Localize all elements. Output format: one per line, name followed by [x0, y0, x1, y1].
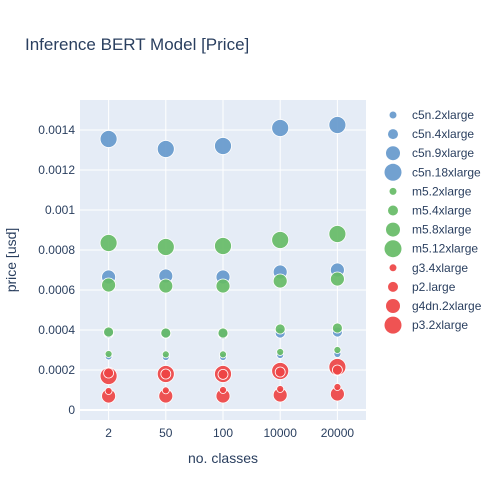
legend-label: g4dn.2xlarge: [412, 299, 482, 313]
legend-marker: [384, 163, 402, 181]
legend-label: m5.8xlarge: [412, 223, 472, 237]
marker-m5.8xlarge: [272, 273, 288, 289]
y-tick-label: 0.0012: [38, 163, 75, 177]
legend-marker: [386, 299, 400, 313]
marker-c5n.18xlarge: [156, 140, 175, 158]
legend-label: m5.12xlarge: [412, 242, 478, 256]
legend-marker: [384, 316, 402, 334]
marker-m5.8xlarge: [158, 278, 174, 294]
marker-m5.12xlarge: [271, 231, 290, 249]
markers: [99, 116, 347, 404]
marker-m5.2xlarge: [161, 350, 170, 359]
x-tick-label: 2: [105, 426, 112, 440]
legend-marker: [389, 111, 397, 119]
y-tick-label: 0.001: [45, 203, 75, 217]
legend-marker: [389, 187, 397, 195]
y-axis-title: price [usd]: [3, 228, 19, 293]
marker-c5n.18xlarge: [328, 116, 347, 134]
x-tick-labels: 2 50 100 10000 20000: [105, 426, 354, 440]
marker-m5.12xlarge: [99, 234, 118, 252]
marker-g3.4xlarge: [333, 383, 342, 391]
legend-marker: [389, 264, 397, 272]
x-tick-label: 50: [159, 426, 173, 440]
marker-m5.2xlarge: [333, 346, 342, 354]
x-tick-label: 20000: [321, 426, 355, 440]
x-axis-title: no. classes: [188, 450, 258, 466]
marker-g3.4xlarge: [104, 387, 113, 395]
legend-label: m5.4xlarge: [412, 204, 472, 218]
y-tick-label: 0.0014: [38, 123, 75, 137]
legend-label: g3.4xlarge: [412, 261, 468, 275]
legend-marker: [386, 146, 400, 161]
legend-label: p3.2xlarge: [412, 318, 468, 332]
marker-g3.4xlarge: [219, 386, 227, 394]
legend-label: p2.large: [412, 280, 456, 294]
chart-title: Inference BERT Model [Price]: [25, 35, 249, 54]
marker-m5.4xlarge: [331, 322, 343, 334]
marker-p2.large: [103, 367, 114, 379]
legend-label: c5n.9xlarge: [412, 146, 474, 160]
marker-p2.large: [160, 368, 172, 380]
marker-c5n.18xlarge: [214, 137, 232, 155]
legend-marker: [388, 205, 398, 216]
legend-marker: [386, 222, 400, 237]
marker-g3.4xlarge: [276, 385, 285, 393]
y-tick-labels: 0 0.0002 0.0004 0.0006 0.0008 0.001 0.0012 0.00…: [38, 123, 75, 417]
y-tick-label: 0.0002: [38, 363, 75, 377]
legend-label: c5n.2xlarge: [412, 108, 474, 122]
y-tick-label: 0: [68, 403, 75, 417]
marker-g3.4xlarge: [161, 386, 170, 395]
marker-m5.2xlarge: [104, 350, 113, 358]
y-tick-label: 0.0008: [38, 243, 75, 257]
marker-m5.12xlarge: [214, 237, 232, 255]
marker-c5n.18xlarge: [271, 119, 290, 137]
marker-m5.4xlarge: [103, 326, 114, 338]
y-tick-label: 0.0006: [38, 283, 75, 297]
marker-p2.large: [217, 368, 229, 380]
marker-m5.8xlarge: [101, 277, 116, 293]
marker-m5.8xlarge: [215, 278, 231, 294]
marker-c5n.18xlarge: [99, 130, 118, 148]
marker-m5.2xlarge: [219, 350, 227, 359]
y-tick-label: 0.0004: [38, 323, 75, 337]
legend-label: c5n.18xlarge: [412, 165, 481, 179]
legend-label: c5n.4xlarge: [412, 127, 474, 141]
x-tick-label: 10000: [264, 426, 298, 440]
marker-p2.large: [274, 366, 286, 378]
legend-label: m5.2xlarge: [412, 184, 472, 198]
marker-m5.2xlarge: [276, 348, 285, 356]
legend-marker: [388, 281, 398, 292]
marker-p2.large: [331, 364, 343, 376]
marker-m5.8xlarge: [329, 271, 345, 287]
marker-m5.4xlarge: [217, 327, 229, 339]
legend-marker: [388, 129, 398, 140]
legend-marker: [384, 240, 402, 258]
x-tick-label: 100: [213, 426, 233, 440]
marker-m5.4xlarge: [274, 323, 286, 335]
marker-m5.4xlarge: [160, 327, 172, 339]
marker-m5.12xlarge: [328, 225, 347, 243]
marker-m5.12xlarge: [156, 238, 175, 256]
legend: c5n.2xlarge c5n.4xlarge c5n.9xlarge c5n.18x…: [384, 108, 482, 334]
